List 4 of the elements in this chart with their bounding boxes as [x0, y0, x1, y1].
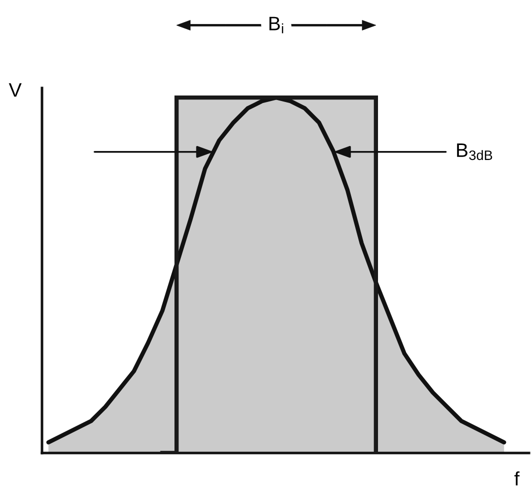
y-axis-title: V — [8, 83, 22, 97]
annotation: B$_{3dB}$ — [457, 143, 492, 160]
text: B$_{i}$ — [269, 16, 284, 34]
x-axis-title: f — [514, 471, 520, 486]
